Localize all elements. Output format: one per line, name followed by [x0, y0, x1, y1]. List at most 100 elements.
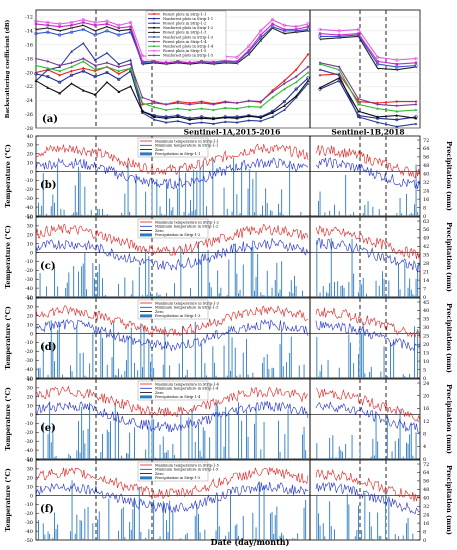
- precip-bar: [321, 364, 323, 378]
- precip-bar: [417, 328, 419, 378]
- y-axis-label: Temperature (°C): [4, 225, 12, 289]
- data-point: [82, 57, 85, 61]
- precip-bar: [220, 417, 222, 459]
- series-line: [35, 57, 309, 105]
- precip-bar: [138, 487, 140, 540]
- data-point: [117, 72, 121, 76]
- data-point: [259, 116, 263, 119]
- y-tick-label: 20: [27, 476, 33, 482]
- legend-label: Minimum temperature in Strip-1-3: [155, 306, 219, 310]
- legend-box: [137, 218, 209, 239]
- precip-bar: [226, 539, 228, 540]
- precip-bar: [239, 289, 241, 297]
- precip-bar: [74, 185, 76, 216]
- max-temp-line: [35, 223, 309, 256]
- precip-bar: [78, 421, 79, 459]
- legend-box: [137, 461, 209, 482]
- data-point: [395, 58, 399, 62]
- legend-swatch: [140, 152, 152, 156]
- data-point: [129, 20, 133, 25]
- legend-label: Forest plots in Strip-1-5: [163, 49, 207, 53]
- precip-bar: [286, 296, 287, 297]
- precip-bar: [367, 201, 369, 216]
- data-point: [395, 125, 399, 128]
- precip-bar: [228, 259, 230, 297]
- data-point: [270, 25, 275, 29]
- panel-label: (c): [40, 261, 56, 272]
- y2-axis-label: Precipitation (mm): [445, 384, 453, 454]
- precip-bar: [42, 344, 44, 378]
- y-tick-label: 30: [27, 224, 33, 230]
- precip-bar: [335, 457, 337, 459]
- precip-bar: [399, 408, 401, 459]
- precip-bar: [127, 337, 129, 378]
- data-point: [395, 104, 399, 108]
- precip-bar: [167, 450, 169, 459]
- y2-tick-label: 42: [423, 244, 429, 250]
- precip-bar: [150, 291, 151, 297]
- precip-bar: [364, 296, 366, 297]
- data-point: [81, 41, 85, 45]
- precip-bar: [415, 278, 417, 297]
- precip-bar: [166, 293, 167, 297]
- precip-bar: [220, 287, 222, 297]
- y2-tick-label: 0: [423, 457, 426, 463]
- data-point: [211, 117, 215, 121]
- y-axis-label: Temperature (°C): [4, 144, 12, 208]
- precip-bar: [121, 455, 123, 459]
- precip-bar: [284, 434, 286, 459]
- precip-bar: [225, 535, 227, 540]
- legend-label: Maximum temperature in Strip-1-1: [155, 139, 219, 143]
- legend-marker: [153, 36, 155, 38]
- precip-bar: [177, 188, 179, 216]
- data-point: [93, 24, 97, 27]
- precip-bar: [342, 285, 343, 297]
- series-line: [319, 63, 417, 112]
- precip-bar: [255, 527, 257, 540]
- precip-bar: [201, 456, 203, 459]
- precip-bar: [297, 533, 299, 540]
- precip-bar: [79, 353, 81, 378]
- precip-bar: [212, 296, 214, 297]
- precip-bar: [145, 249, 147, 297]
- precip-bar: [159, 444, 161, 459]
- precip-bar: [39, 214, 41, 216]
- data-point: [224, 59, 227, 62]
- legend-marker: [153, 54, 155, 57]
- data-point: [414, 116, 418, 120]
- data-point: [306, 65, 310, 69]
- min-temp-line: [315, 481, 421, 515]
- y-tick-label: -20: [25, 511, 33, 517]
- precip-bar: [122, 214, 124, 216]
- y-tick-label: -20: [25, 70, 33, 76]
- precip-bar: [92, 332, 94, 378]
- precip-bar: [263, 295, 265, 297]
- precip-bar: [129, 211, 131, 216]
- legend-label: Nonforest plots in Strip-1-5: [163, 54, 214, 58]
- precip-bar: [324, 212, 326, 216]
- precip-bar: [169, 365, 171, 378]
- precip-bar: [199, 169, 201, 216]
- precip-bar: [194, 441, 196, 459]
- precip-bar: [223, 187, 225, 216]
- y2-tick-label: 15: [423, 350, 429, 356]
- legend-label: Nonforest plots in Strip-1-4: [163, 45, 214, 49]
- y-tick-label: -10: [25, 421, 33, 427]
- precip-bar: [234, 347, 236, 378]
- precip-bar: [202, 161, 204, 216]
- precip-bar: [217, 405, 219, 459]
- precip-bar: [345, 174, 347, 216]
- data-point: [81, 89, 85, 92]
- precip-bar: [210, 287, 212, 297]
- precip-bar: [151, 296, 153, 297]
- precip-bar: [52, 426, 54, 459]
- panel-label: (b): [40, 180, 56, 191]
- y-tick-label: 20: [27, 395, 33, 401]
- data-point: [247, 53, 251, 56]
- precip-bar: [124, 193, 126, 216]
- precip-bar: [121, 374, 123, 378]
- data-point: [306, 25, 310, 28]
- precip-bar: [252, 512, 254, 540]
- data-point: [46, 68, 50, 71]
- precip-bar: [343, 287, 345, 297]
